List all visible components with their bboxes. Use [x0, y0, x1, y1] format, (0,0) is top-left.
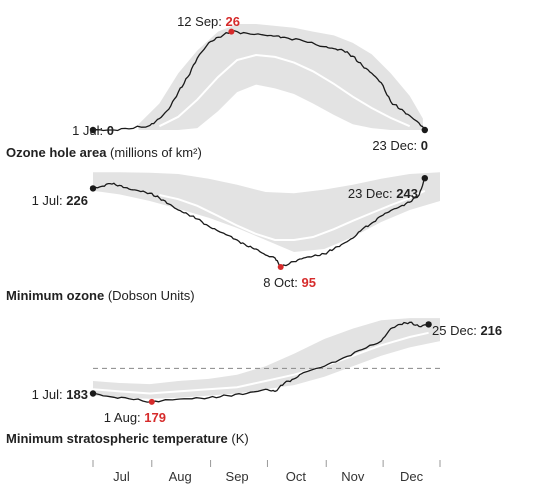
title-text: Minimum ozone: [6, 288, 104, 303]
average-line: [158, 53, 411, 128]
start-point-marker: [89, 185, 97, 192]
title-unit: (Dobson Units): [108, 288, 195, 303]
annotation-date: 25 Dec:: [432, 323, 477, 338]
annotation-date: 23 Dec:: [348, 186, 393, 201]
title-unit: (millions of km²): [110, 145, 202, 160]
panel-minimum-temperature: 1 Jul: 183 1 Aug: 179 25 Dec: 216 Minimu…: [6, 318, 502, 446]
minimum-annotation: 1 Aug: 179: [104, 410, 166, 425]
annotation-value: 216: [480, 323, 502, 338]
annotation-value: 226: [66, 193, 88, 208]
end-annotation: 23 Dec: 243: [348, 186, 418, 201]
annotation-value: 243: [396, 186, 418, 201]
panel-title: Minimum stratospheric temperature (K): [6, 431, 249, 446]
minimum-annotation: 8 Oct: 95: [263, 275, 316, 290]
minimum-point-marker: [277, 264, 284, 270]
average-line: [92, 331, 429, 395]
month-label: Sep: [226, 469, 249, 484]
title-text: Ozone hole area: [6, 145, 107, 160]
annotation-date: 1 Aug:: [104, 410, 141, 425]
start-point-marker: [89, 126, 97, 134]
end-point-marker: [421, 126, 428, 134]
end-annotation: 25 Dec: 216: [432, 323, 502, 338]
month-axis: Jul Aug Sep Oct Nov Dec: [92, 460, 441, 484]
end-point-marker: [425, 321, 432, 328]
annotation-value: 95: [302, 275, 316, 290]
month-label: Dec: [400, 469, 424, 484]
start-point-marker: [89, 390, 97, 397]
annotation-value: 0: [107, 123, 114, 138]
current-year-line: [92, 177, 426, 268]
annotation-value: 0: [421, 138, 428, 153]
annotation-value: 26: [226, 14, 240, 29]
start-annotation: 1 Jul: 226: [32, 193, 88, 208]
panel-title: Minimum ozone (Dobson Units): [6, 288, 195, 303]
end-annotation: 23 Dec: 0: [372, 138, 428, 153]
annotation-value: 179: [144, 410, 166, 425]
title-unit: (K): [231, 431, 248, 446]
annotation-date: 12 Sep:: [177, 14, 222, 29]
month-label: Jul: [113, 469, 130, 484]
start-annotation: 1 Jul: 183: [32, 387, 88, 402]
current-year-line: [92, 30, 426, 132]
month-label: Nov: [341, 469, 365, 484]
annotation-date: 8 Oct:: [263, 275, 298, 290]
annotation-value: 183: [66, 387, 88, 402]
range-band: [93, 172, 440, 252]
annotation-date: 1 Jul:: [32, 193, 63, 208]
average-line: [159, 189, 426, 241]
panel-title: Ozone hole area (millions of km²): [6, 145, 202, 160]
month-label: Aug: [169, 469, 192, 484]
range-band: [93, 318, 440, 399]
month-label: Oct: [286, 469, 307, 484]
end-point-marker: [421, 175, 428, 182]
annotation-date: 1 Jul:: [72, 123, 103, 138]
current-year-line: [92, 321, 429, 403]
peak-annotation: 12 Sep: 26: [177, 14, 240, 29]
annotation-date: 23 Dec:: [372, 138, 417, 153]
minimum-point-marker: [148, 398, 155, 405]
annotation-date: 1 Jul:: [32, 387, 63, 402]
panel-minimum-ozone: 1 Jul: 226 8 Oct: 95 23 Dec: 243 Minimum…: [6, 172, 440, 303]
title-text: Minimum stratospheric temperature: [6, 431, 228, 446]
peak-point-marker: [228, 28, 235, 35]
panel-ozone-hole-area: 1 Jul: 0 12 Sep: 26 23 Dec: 0 Ozone hole…: [6, 14, 428, 160]
start-annotation: 1 Jul: 0: [72, 123, 114, 138]
range-band: [138, 24, 423, 130]
